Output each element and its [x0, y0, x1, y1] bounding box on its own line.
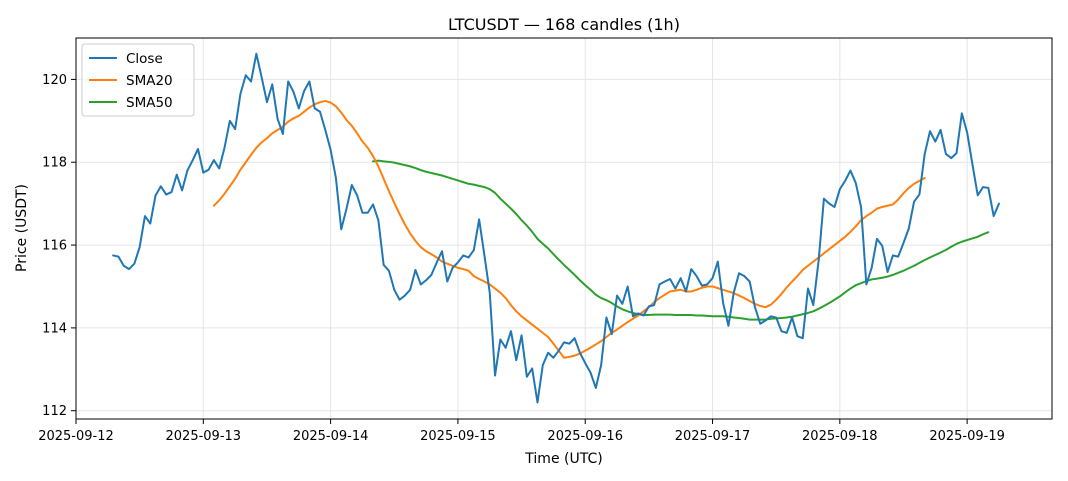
y-tick-label: 116 [42, 239, 67, 254]
series-layer [112, 52, 1000, 404]
y-axis-label: Price (USDT) [14, 184, 30, 272]
x-tick-label: 2025-09-15 [420, 429, 496, 444]
series-line-sma50 [372, 159, 990, 321]
chart-title: LTCUSDT — 168 candles (1h) [448, 15, 680, 34]
legend-label-sma20: SMA20 [126, 73, 173, 89]
x-tick-label: 2025-09-12 [38, 429, 114, 444]
plot-frame [75, 37, 1053, 420]
y-tick-label: 120 [42, 73, 67, 88]
x-tick-label: 2025-09-19 [929, 429, 1005, 444]
series-line-close [112, 52, 1000, 404]
x-tick-label: 2025-09-16 [547, 429, 623, 444]
grid [75, 38, 1052, 419]
x-tick-label: 2025-09-17 [675, 429, 751, 444]
legend-label-close: Close [126, 51, 163, 67]
legend-label-sma50: SMA50 [126, 95, 173, 111]
x-tick-label: 2025-09-13 [166, 429, 242, 444]
x-axis-label: Time (UTC) [524, 451, 602, 467]
legend-box [81, 43, 195, 117]
series-line-sma20 [212, 99, 926, 359]
x-tick-label: 2025-09-18 [802, 429, 878, 444]
y-tick-label: 112 [42, 404, 67, 419]
x-tick-label: 2025-09-14 [293, 429, 369, 444]
legend: Close SMA20 SMA50 [81, 43, 195, 117]
y-axis: 112 114 116 118 120 [42, 73, 76, 419]
y-tick-label: 118 [42, 156, 67, 171]
y-tick-label: 114 [42, 321, 67, 336]
x-axis: 2025-09-12 2025-09-13 2025-09-14 2025-09-15… [38, 419, 1005, 444]
